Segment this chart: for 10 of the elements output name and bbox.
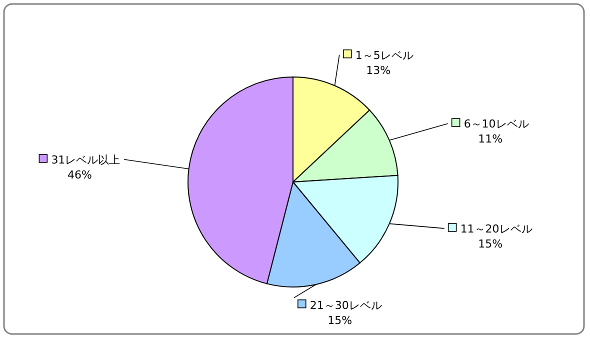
data-label: 11% bbox=[478, 132, 503, 146]
data-label: 46% bbox=[67, 168, 92, 182]
data-label: 13% bbox=[366, 64, 391, 77]
data-label: 15% bbox=[328, 314, 352, 327]
legend-label: 6～10レベル bbox=[464, 118, 529, 131]
legend-label: 1～5レベル bbox=[355, 48, 414, 62]
legend-label: 11～20レベル bbox=[460, 222, 532, 236]
legend-label: 31レベル以上 bbox=[51, 153, 120, 166]
legend-label: 21～30レベル bbox=[310, 298, 382, 312]
data-label: 15% bbox=[478, 237, 503, 250]
